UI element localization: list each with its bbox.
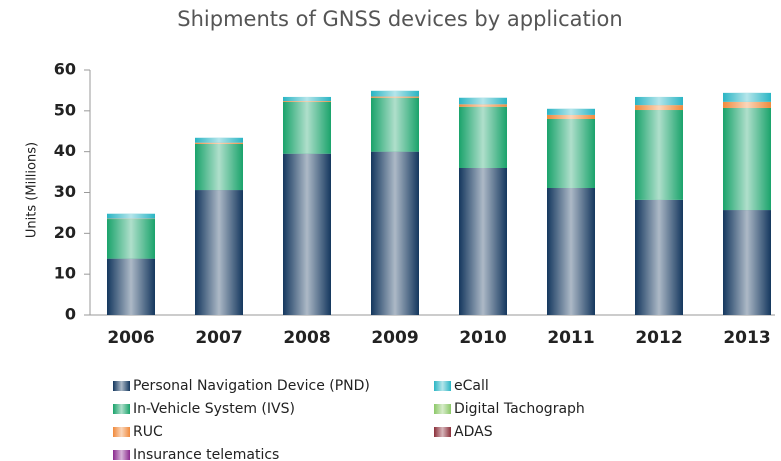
legend-swatch-shine: [113, 404, 130, 414]
legend-label: eCall: [454, 378, 489, 394]
bar-shine: [547, 188, 595, 315]
legend-swatch-shine: [434, 381, 451, 391]
y-tick-label: 20: [54, 223, 76, 242]
y-tick-label: 0: [65, 305, 76, 324]
bar-shine: [283, 96, 331, 102]
y-tick-label: 50: [54, 100, 76, 119]
bar-shine: [635, 96, 683, 106]
y-tick-label: 60: [54, 60, 76, 79]
y-axis-label: Units (Millions): [25, 142, 40, 238]
legend-label: In-Vehicle System (IVS): [133, 401, 295, 417]
legend-swatch-shine: [113, 381, 130, 391]
x-tick-label: 2012: [635, 328, 682, 348]
bar-shine: [195, 143, 243, 191]
bar-shine: [635, 199, 683, 315]
y-tick-label: 30: [54, 182, 76, 201]
bar-shine: [459, 168, 507, 315]
bar-shine: [635, 105, 683, 111]
bar-shine: [635, 110, 683, 200]
bar-shine: [459, 104, 507, 107]
bar-shine: [723, 92, 771, 102]
bar-shine: [195, 190, 243, 315]
legend-label: Personal Navigation Device (PND): [133, 378, 370, 394]
legend-label: Digital Tachograph: [454, 401, 585, 417]
legend-swatch-shine: [434, 404, 451, 414]
bar-shine: [283, 153, 331, 315]
legend-label: ADAS: [454, 424, 493, 440]
x-tick-label: 2013: [723, 328, 770, 348]
bar-shine: [723, 107, 771, 211]
legend-label: RUC: [133, 424, 163, 440]
bar-shine: [195, 142, 243, 144]
bar-shine: [283, 101, 331, 154]
x-tick-label: 2007: [195, 328, 242, 348]
bar-shine: [371, 96, 419, 98]
bar-shine: [459, 106, 507, 168]
y-tick-label: 10: [54, 264, 76, 283]
bar-shine: [547, 114, 595, 119]
legend-swatch-shine: [113, 427, 130, 437]
y-tick-label: 40: [54, 141, 76, 160]
bar-shine: [723, 101, 771, 108]
bar-shine: [459, 97, 507, 105]
bar-shine: [547, 119, 595, 189]
bar-shine: [107, 258, 155, 315]
x-tick-label: 2009: [371, 328, 418, 348]
bar-shine: [723, 210, 771, 315]
bar-shine: [371, 151, 419, 315]
x-tick-label: 2011: [547, 328, 594, 348]
legend-swatch-shine: [113, 450, 130, 460]
bar-shine: [283, 101, 331, 102]
bar-shine: [195, 137, 243, 143]
bar-shine: [107, 213, 155, 219]
legend-swatch-shine: [434, 427, 451, 437]
bar-shine: [371, 90, 419, 97]
x-tick-label: 2008: [283, 328, 330, 348]
x-tick-label: 2006: [107, 328, 154, 348]
bar-shine: [547, 108, 595, 115]
chart-title: Shipments of GNSS devices by application: [177, 7, 622, 31]
legend-label: Insurance telematics: [133, 447, 279, 461]
bar-shine: [371, 97, 419, 152]
bar-shine: [107, 219, 155, 259]
x-tick-label: 2010: [459, 328, 506, 348]
